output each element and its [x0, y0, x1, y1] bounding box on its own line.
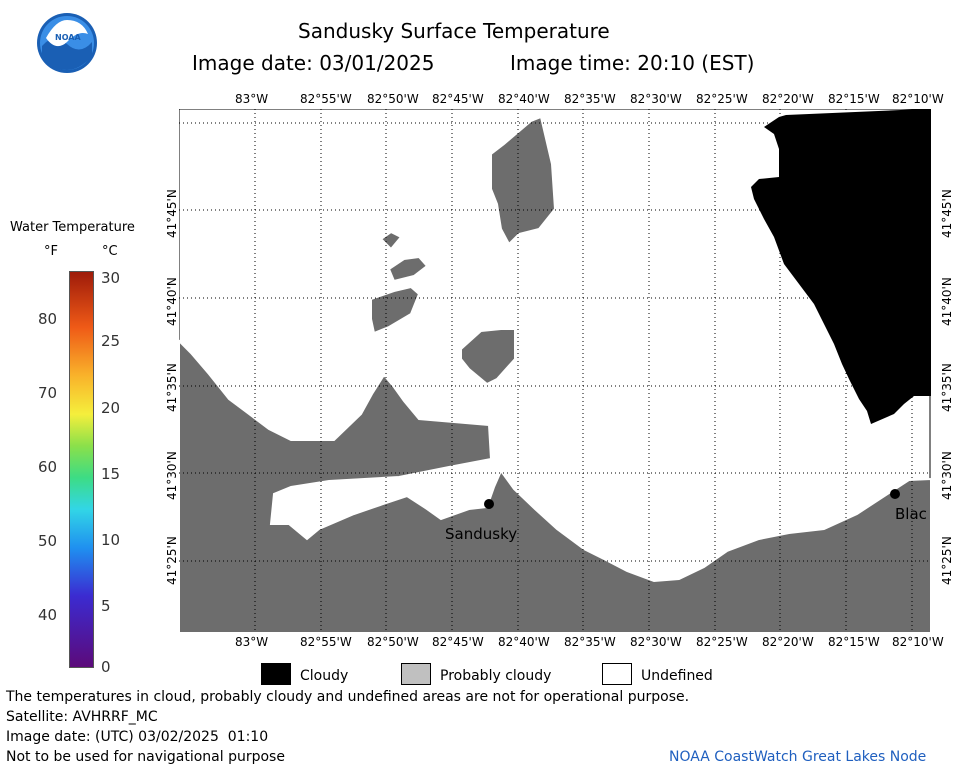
colorbar-c-tick: 20: [101, 399, 121, 417]
colorbar-f-tick: 40: [38, 606, 58, 624]
graticule: [179, 109, 931, 633]
cloud-area: [751, 109, 931, 424]
lon-tick-top: 82°20'W: [762, 92, 814, 106]
colorbar: [69, 271, 94, 668]
lon-tick-bottom: 82°25'W: [696, 635, 748, 649]
colorbar-c-tick: 25: [101, 332, 121, 350]
lon-tick-top: 83°W: [235, 92, 269, 106]
legend-swatch-cloudy: [261, 663, 291, 685]
colorbar-f-tick: 70: [38, 384, 58, 402]
colorbar-unit-c: °C: [102, 244, 118, 259]
lon-tick-top: 82°35'W: [564, 92, 616, 106]
image-time-label: Image time: 20:10 (EST): [510, 51, 755, 75]
logo-text: NOAA: [55, 33, 81, 42]
disclaimer-text: The temperatures in cloud, probably clou…: [6, 689, 690, 705]
lon-tick-top: 82°15'W: [828, 92, 880, 106]
land-area: [179, 339, 931, 633]
lat-tick-left: 41°45'N: [165, 189, 179, 238]
lon-tick-bottom: 82°50'W: [367, 635, 419, 649]
legend-label-cloudy: Cloudy: [300, 668, 349, 684]
lat-tick-right: 41°25'N: [940, 536, 954, 585]
legend-swatch-undefined: [602, 663, 632, 685]
lon-tick-bottom: 82°55'W: [300, 635, 352, 649]
island-kelleys: [490, 115, 557, 246]
satellite-text: Satellite: AVHRRF_MC: [6, 709, 158, 725]
map-title: Sandusky Surface Temperature: [298, 19, 610, 43]
lon-tick-bottom: 82°15'W: [828, 635, 880, 649]
lat-tick-right: 41°30'N: [940, 451, 954, 500]
lon-tick-bottom: 82°10'W: [892, 635, 944, 649]
lon-tick-top: 82°10'W: [892, 92, 944, 106]
lon-tick-top: 82°45'W: [432, 92, 484, 106]
lat-tick-right: 41°45'N: [940, 189, 954, 238]
utc-date-text: Image date: (UTC) 03/02/2025 01:10: [6, 729, 269, 745]
lat-tick-left: 41°40'N: [165, 277, 179, 326]
lon-tick-top: 82°55'W: [300, 92, 352, 106]
sandusky-marker: [484, 499, 494, 509]
island-small-2: [387, 255, 429, 283]
colorbar-f-tick: 50: [38, 532, 58, 550]
colorbar-c-tick: 5: [101, 597, 111, 615]
lat-tick-left: 41°30'N: [165, 451, 179, 500]
lon-tick-top: 82°40'W: [498, 92, 550, 106]
colorbar-c-tick: 10: [101, 531, 121, 549]
lon-tick-top: 82°30'W: [630, 92, 682, 106]
lon-tick-top: 82°25'W: [696, 92, 748, 106]
lon-tick-bottom: 82°45'W: [432, 635, 484, 649]
navigation-warning: Not to be used for navigational purpose: [6, 749, 285, 765]
lat-tick-left: 41°35'N: [165, 363, 179, 412]
place-label-sandusky: Sandusky: [445, 525, 518, 543]
colorbar-f-tick: 60: [38, 458, 58, 476]
lon-tick-bottom: 82°35'W: [564, 635, 616, 649]
island-catawba: [460, 328, 516, 386]
blac-marker: [890, 489, 900, 499]
lon-tick-top: 82°50'W: [367, 92, 419, 106]
lon-tick-bottom: 83°W: [235, 635, 269, 649]
map-frame: [179, 109, 931, 633]
lat-tick-right: 41°40'N: [940, 277, 954, 326]
colorbar-c-tick: 15: [101, 465, 121, 483]
image-date-label: Image date: 03/01/2025: [192, 51, 435, 75]
legend-swatch-probably-cloudy: [401, 663, 431, 685]
colorbar-f-tick: 80: [38, 310, 58, 328]
colorbar-c-tick: 30: [101, 269, 121, 287]
island-small-1: [379, 230, 403, 251]
colorbar-title: Water Temperature: [10, 220, 135, 235]
lat-tick-left: 41°25'N: [165, 536, 179, 585]
lon-tick-bottom: 82°20'W: [762, 635, 814, 649]
legend-label-probably-cloudy: Probably cloudy: [440, 668, 552, 684]
place-label-blac: Blac: [895, 505, 927, 523]
colorbar-c-tick: 0: [101, 658, 111, 676]
colorbar-unit-f: °F: [44, 244, 58, 259]
lon-tick-bottom: 82°30'W: [630, 635, 682, 649]
lat-tick-right: 41°35'N: [940, 363, 954, 412]
coastwatch-node-credit: NOAA CoastWatch Great Lakes Node: [669, 749, 927, 765]
noaa-logo: NOAA: [36, 12, 98, 74]
legend-label-undefined: Undefined: [641, 668, 713, 684]
lon-tick-bottom: 82°40'W: [498, 635, 550, 649]
